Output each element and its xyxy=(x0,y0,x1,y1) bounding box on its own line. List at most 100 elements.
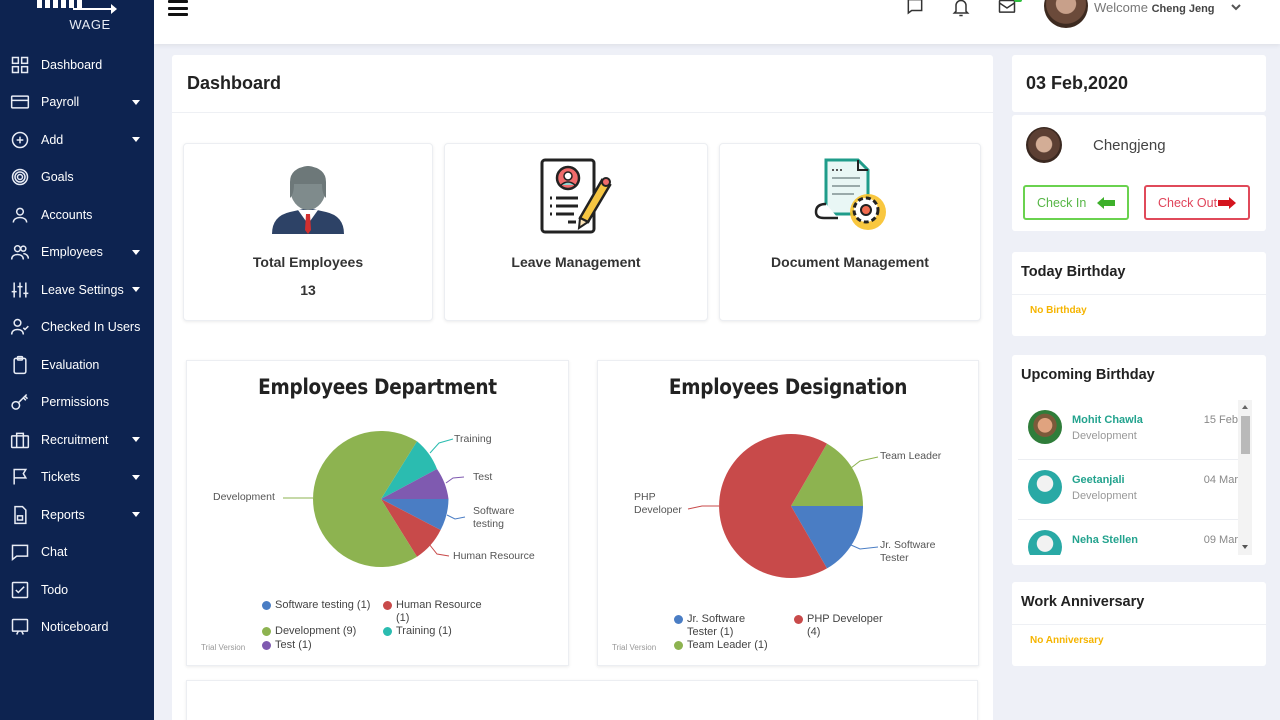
legend-item[interactable]: Jr. Software Tester (1) xyxy=(674,613,764,639)
employee-avatar-icon xyxy=(184,144,432,242)
welcome-text[interactable]: Welcome Cheng Jeng xyxy=(1094,0,1215,15)
sidebar-item-tickets[interactable]: Tickets xyxy=(0,459,154,497)
sidebar-item-label: Permissions xyxy=(41,395,110,410)
sidebar-item-accounts[interactable]: Accounts xyxy=(0,196,154,234)
sidebar-item-label: Todo xyxy=(41,582,69,597)
legend-item[interactable]: Development (9) xyxy=(262,625,356,638)
pie-slice-jr-software-tester xyxy=(791,506,863,569)
list-item[interactable]: Mohit Chawla Development 15 Feb xyxy=(1018,400,1244,460)
legend-item[interactable]: Team Leader (1) xyxy=(674,639,768,652)
sidebar-item-goals[interactable]: Goals xyxy=(0,159,154,197)
sidebar-item-chat[interactable]: Chat xyxy=(0,534,154,572)
document-management-card[interactable]: Document Management xyxy=(719,143,981,321)
pie-label-development: Development xyxy=(213,491,275,503)
user-avatar xyxy=(1026,127,1062,163)
legend-item[interactable]: Test (1) xyxy=(262,639,312,652)
trial-version-watermark: Trial Version xyxy=(612,643,657,652)
arrow-left-icon xyxy=(1097,197,1115,209)
designation-pie-chart[interactable] xyxy=(598,361,980,667)
bell-icon[interactable] xyxy=(950,0,972,18)
stat-label: Total Employees xyxy=(252,254,364,270)
notification-badge xyxy=(1014,0,1022,2)
legend-item[interactable]: Software testing (1) xyxy=(262,599,372,612)
stat-value: 13 xyxy=(300,282,316,298)
caret-down-icon xyxy=(132,437,140,442)
caret-down-icon xyxy=(132,474,140,480)
employees-department-chart: Employees Department Training Test Softw… xyxy=(186,360,569,666)
sidebar-item-label: Recruitment xyxy=(41,432,109,447)
sidebar-item-reports[interactable]: Reports xyxy=(0,496,154,534)
list-item[interactable]: Neha Stellen 09 Mar xyxy=(1018,520,1244,555)
bottom-widget-card xyxy=(186,680,978,720)
sidebar-item-label: Checked In Users xyxy=(41,320,141,335)
legend-item[interactable]: Human Resource (1) xyxy=(383,599,493,625)
pie-slice-php-developer xyxy=(719,434,827,578)
sidebar-item-label: Chat xyxy=(41,545,68,560)
caret-down-icon xyxy=(132,99,140,105)
avatar-placeholder-icon xyxy=(1028,470,1062,504)
sidebar-item-leave-settings[interactable]: Leave Settings xyxy=(0,271,154,309)
sidebar-item-label: Payroll xyxy=(41,95,80,110)
legend-dot xyxy=(383,601,392,610)
app-logo[interactable]: WAGE xyxy=(0,0,154,46)
scroll-up-icon[interactable] xyxy=(1242,405,1248,409)
legend-dot xyxy=(383,627,392,636)
users-icon xyxy=(9,241,31,263)
department-pie-chart[interactable] xyxy=(187,361,570,667)
pie-label-team-leader: Team Leader xyxy=(880,450,942,462)
mail-icon[interactable] xyxy=(996,0,1022,18)
check-out-button[interactable]: Check Out xyxy=(1144,185,1250,220)
legend-item[interactable]: Training (1) xyxy=(383,625,452,638)
upcoming-birthday-list[interactable]: Mohit Chawla Development 15 Feb Geetanja… xyxy=(1018,400,1254,555)
credit-card-icon xyxy=(9,91,31,113)
empty-state-text: No Anniversary xyxy=(1030,635,1104,646)
plus-circle-icon xyxy=(9,129,31,151)
pie-slice-training xyxy=(381,441,437,499)
scroll-down-icon[interactable] xyxy=(1242,545,1248,549)
legend-dot xyxy=(794,615,803,624)
section-title: Work Anniversary xyxy=(1021,594,1145,610)
sidebar-item-dashboard[interactable]: Dashboard xyxy=(0,46,154,84)
check-in-button[interactable]: Check In xyxy=(1023,185,1129,220)
sidebar-item-label: Leave Settings xyxy=(41,282,124,297)
chevron-down-icon[interactable] xyxy=(1230,0,1242,12)
sidebar-item-evaluation[interactable]: Evaluation xyxy=(0,346,154,384)
caret-down-icon xyxy=(132,512,140,517)
sidebar-item-employees[interactable]: Employees xyxy=(0,234,154,272)
chart-title: Employees Designation xyxy=(668,375,908,399)
total-employees-card[interactable]: Total Employees 13 xyxy=(183,143,433,321)
clipboard-icon xyxy=(9,354,31,376)
sidebar-item-label: Dashboard xyxy=(41,57,103,72)
sidebar-item-add[interactable]: Add xyxy=(0,121,154,159)
pie-label-human-resource: Human Resource xyxy=(453,550,535,562)
sidebar-item-checked-in-users[interactable]: Checked In Users xyxy=(0,309,154,347)
legend-item[interactable]: PHP Developer (4) xyxy=(794,613,894,639)
user-avatar[interactable] xyxy=(1044,0,1088,28)
leave-management-card[interactable]: Leave Management xyxy=(444,143,708,321)
scrollbar-thumb[interactable] xyxy=(1241,416,1250,454)
message-icon[interactable] xyxy=(904,0,926,18)
sidebar-item-payroll[interactable]: Payroll xyxy=(0,84,154,122)
legend-dot xyxy=(262,601,271,610)
sidebar-item-label: Goals xyxy=(41,170,74,185)
list-item[interactable]: Geetanjali Development 04 Mar xyxy=(1018,460,1244,520)
section-title: Today Birthday xyxy=(1021,264,1126,280)
pie-label-software-testing: Software testing xyxy=(473,505,515,530)
legend-dot xyxy=(262,627,271,636)
attendance-user-name: Chengjeng xyxy=(1093,137,1166,154)
stat-label: Document Management xyxy=(771,254,929,270)
scrollbar[interactable] xyxy=(1238,400,1252,555)
pie-slice-human-resource xyxy=(381,499,441,557)
sidebar-item-recruitment[interactable]: Recruitment xyxy=(0,421,154,459)
pie-label-php-developer: PHP Developer xyxy=(634,491,682,516)
sidebar-item-label: Accounts xyxy=(41,207,93,222)
top-bar: Welcome Cheng Jeng xyxy=(154,0,1280,44)
sidebar-item-label: Evaluation xyxy=(41,357,100,372)
sidebar-item-label: Employees xyxy=(41,245,103,260)
hamburger-menu-icon[interactable] xyxy=(168,0,188,16)
sidebar-item-noticeboard[interactable]: Noticeboard xyxy=(0,609,154,647)
sidebar-item-label: Add xyxy=(41,132,64,147)
pie-slice-software-testing xyxy=(381,499,449,530)
sidebar-item-permissions[interactable]: Permissions xyxy=(0,384,154,422)
sidebar-item-todo[interactable]: Todo xyxy=(0,571,154,609)
